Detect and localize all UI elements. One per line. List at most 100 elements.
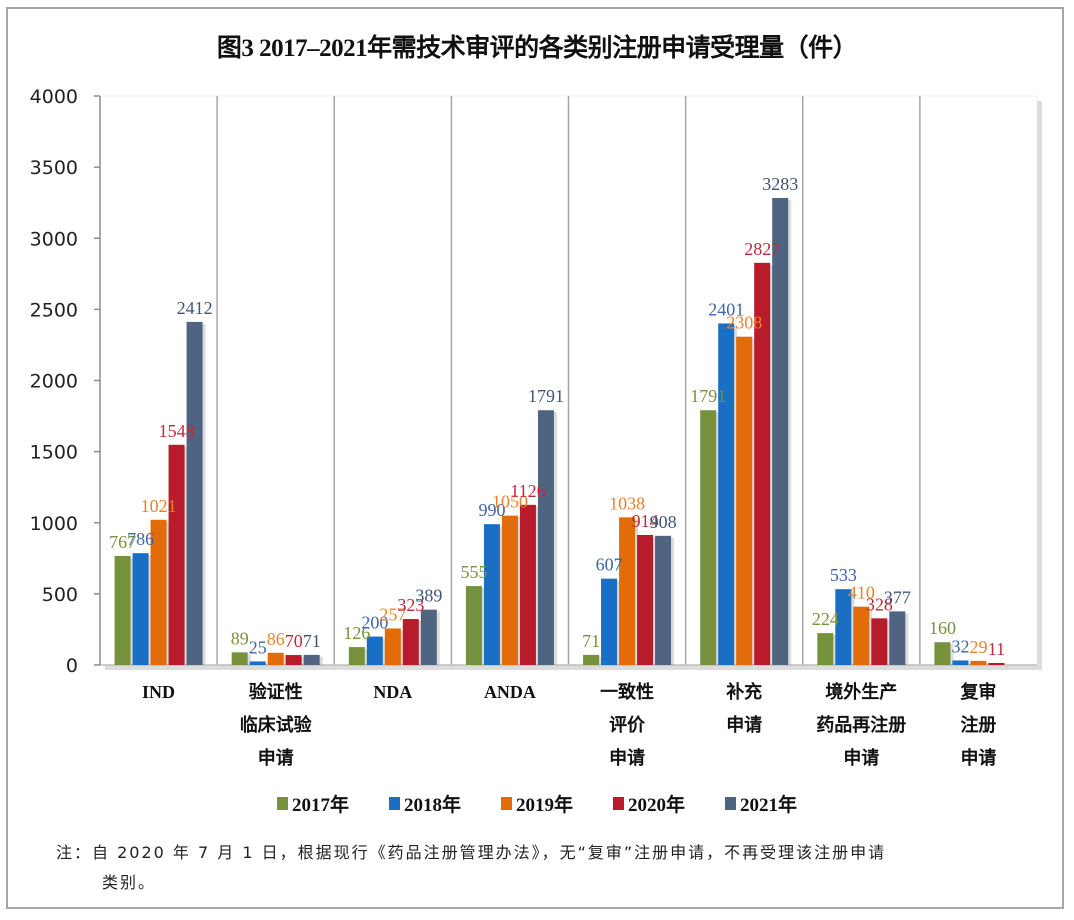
y-tick-label: 3500 [30, 157, 78, 179]
x-tick-label: NDA [373, 682, 412, 702]
data-label: 32 [951, 636, 969, 656]
bar-2019年 [619, 517, 636, 665]
bar-2020年 [754, 262, 771, 665]
legend-swatch [388, 797, 400, 810]
bar-2019年 [150, 519, 167, 665]
data-label: 389 [415, 586, 442, 606]
bar-2018年 [249, 661, 266, 665]
x-tick-label: 申请 [609, 747, 645, 768]
x-tick-label: 注册 [960, 714, 996, 735]
x-tick-label: 申请 [726, 714, 762, 735]
bar-2019年 [736, 336, 753, 665]
x-tick-label: ANDA [484, 682, 536, 702]
legend-item: 2021年 [725, 790, 797, 817]
bar-2019年 [384, 628, 401, 665]
bar-2017年 [700, 410, 717, 665]
data-label: 86 [267, 629, 285, 649]
legend-label: 2021年 [740, 795, 798, 816]
legend-item: 2018年 [388, 790, 461, 817]
data-label: 555 [460, 562, 487, 582]
bar-2021年 [303, 654, 320, 665]
bar-2017年 [114, 555, 131, 665]
data-label: 914 [632, 511, 659, 531]
y-tick-label: 3000 [30, 228, 78, 250]
data-label: 3283 [762, 174, 798, 194]
data-label: 323 [397, 595, 424, 615]
bar-2017年 [231, 652, 248, 665]
bar-2018年 [483, 524, 500, 665]
y-tick-label: 1000 [30, 513, 78, 535]
data-label: 25 [249, 637, 267, 657]
data-label: 224 [812, 609, 839, 629]
data-label: 786 [127, 529, 154, 549]
data-label: 1126 [510, 481, 545, 501]
data-label: 607 [596, 555, 623, 575]
x-tick-label: 一致性 [600, 681, 654, 702]
legend-swatch [276, 797, 288, 810]
bar-2018年 [366, 636, 383, 665]
bar-2019年 [267, 652, 284, 665]
data-label: 2308 [726, 313, 762, 333]
legend-item: 2017年 [276, 790, 349, 817]
data-label: 126 [343, 623, 370, 643]
bar-2018年 [835, 589, 852, 665]
x-tick-label: 评价 [609, 715, 646, 735]
y-tick-label: 2500 [30, 299, 78, 321]
data-label: 2412 [177, 298, 213, 318]
bar-2020年 [871, 618, 888, 665]
data-label: 1791 [690, 386, 726, 406]
bar-2021年 [889, 611, 906, 665]
legend-label: 2017年 [291, 795, 349, 816]
footnote-line-2: 类别。 [102, 873, 157, 892]
x-tick-label: 申请 [960, 747, 996, 768]
y-axis: 0 500 1000 1500 2000 2500 3000 3500 4000 [30, 86, 101, 677]
bar-2018年 [132, 553, 149, 665]
data-label: 377 [884, 587, 911, 607]
legend-label: 2020年 [628, 795, 686, 816]
data-label: 1791 [528, 386, 564, 406]
bar-2020年 [988, 663, 1005, 665]
legend-item: 2020年 [613, 790, 685, 817]
bar-2020年 [168, 444, 185, 665]
data-label: 200 [361, 613, 388, 633]
x-tick-label: IND [142, 682, 175, 702]
data-label: 29 [969, 637, 987, 657]
bar-2020年 [285, 655, 302, 665]
y-tick-label: 0 [66, 655, 78, 677]
data-label: 1050 [492, 492, 528, 512]
data-label: 160 [929, 618, 956, 638]
footnote: 注：自 2020 年 7 月 1 日，根据现行《药品注册管理办法》，无“复审”注… [56, 838, 1046, 898]
data-label: 70 [285, 631, 303, 651]
bar-2017年 [465, 586, 482, 665]
bar-2021年 [537, 410, 554, 665]
bar-2018年 [718, 323, 735, 665]
x-tick-label: 申请 [258, 747, 294, 768]
bar-2019年 [853, 606, 870, 665]
legend-swatch [500, 797, 512, 810]
bar-2017年 [583, 654, 600, 665]
bar-2019年 [501, 515, 518, 665]
data-label: 1038 [609, 493, 645, 513]
legend-item: 2019年 [500, 790, 573, 817]
bar-2018年 [952, 660, 969, 665]
data-label: 2827 [744, 239, 780, 259]
bar-2020年 [519, 504, 536, 665]
data-label: 71 [303, 631, 321, 651]
bar-2017年 [348, 647, 365, 665]
y-tick-label: 1500 [30, 442, 78, 464]
y-tick-label: 4000 [30, 86, 78, 108]
data-label: 257 [379, 604, 406, 624]
footnote-line-1: 注：自 2020 年 7 月 1 日，根据现行《药品注册管理办法》，无“复审”注… [56, 843, 887, 862]
chart-title: 图3 2017–2021年需技术审评的各类别注册申请受理量（件） [216, 35, 858, 62]
x-tick-label: 申请 [843, 747, 879, 768]
legend: 2017年 2018年 2019年 2020年 2021年 [0, 790, 1074, 817]
data-label: 71 [582, 631, 600, 651]
bar-2021年 [420, 609, 437, 665]
data-label: 410 [848, 583, 875, 603]
bar-2020年 [637, 534, 654, 665]
bar-2021年 [772, 197, 789, 665]
legend-swatch [725, 797, 737, 810]
